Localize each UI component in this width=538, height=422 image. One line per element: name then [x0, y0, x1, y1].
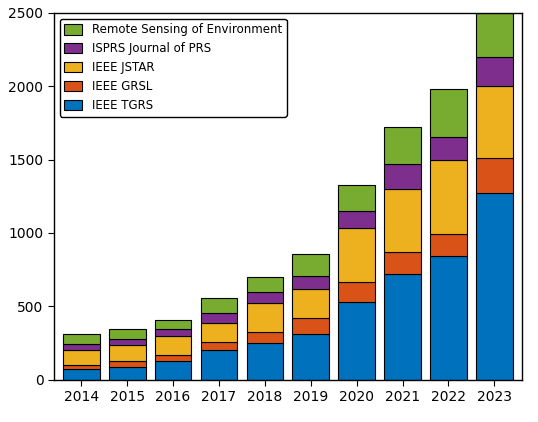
Bar — [246, 343, 283, 380]
Bar — [430, 234, 467, 257]
Bar — [63, 365, 100, 369]
Bar — [155, 329, 192, 336]
Bar — [201, 342, 237, 350]
Bar — [109, 367, 146, 380]
Bar — [430, 160, 467, 234]
Bar — [338, 211, 375, 228]
Bar — [476, 193, 513, 380]
Bar — [430, 138, 467, 160]
Bar — [201, 298, 237, 313]
Bar — [476, 13, 513, 57]
Bar — [338, 228, 375, 282]
Bar — [109, 329, 146, 339]
Bar — [63, 369, 100, 380]
Bar — [430, 89, 467, 138]
Bar — [293, 276, 329, 289]
Bar — [293, 289, 329, 318]
Bar — [246, 277, 283, 292]
Bar — [109, 361, 146, 367]
Bar — [293, 254, 329, 276]
Bar — [476, 86, 513, 158]
Bar — [430, 257, 467, 380]
Bar — [201, 313, 237, 322]
Bar — [246, 303, 283, 332]
Bar — [338, 302, 375, 380]
Bar — [109, 344, 146, 361]
Bar — [384, 164, 421, 189]
Bar — [201, 322, 237, 342]
Bar — [109, 339, 146, 344]
Bar — [155, 361, 192, 380]
Bar — [338, 185, 375, 211]
Bar — [293, 334, 329, 380]
Bar — [155, 355, 192, 361]
Bar — [155, 319, 192, 329]
Bar — [246, 292, 283, 303]
Legend: Remote Sensing of Environment, ISPRS Journal of PRS, IEEE JSTAR, IEEE GRSL, IEEE: Remote Sensing of Environment, ISPRS Jou… — [60, 19, 287, 116]
Bar — [476, 158, 513, 193]
Bar — [155, 336, 192, 355]
Bar — [246, 332, 283, 343]
Bar — [338, 282, 375, 302]
Bar — [476, 57, 513, 86]
Bar — [384, 274, 421, 380]
Bar — [63, 344, 100, 350]
Bar — [201, 350, 237, 380]
Bar — [384, 127, 421, 164]
Bar — [63, 334, 100, 344]
Bar — [384, 252, 421, 274]
Bar — [384, 189, 421, 252]
Bar — [293, 318, 329, 334]
Bar — [63, 350, 100, 365]
